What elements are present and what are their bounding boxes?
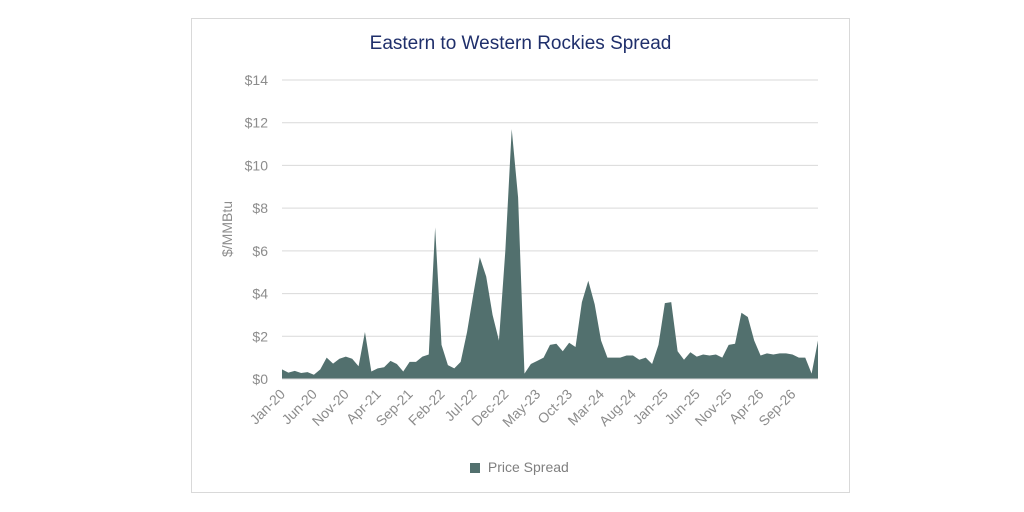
x-tick-label: Nov-20 <box>309 386 352 429</box>
x-tick-label: Nov-25 <box>692 386 735 429</box>
x-tick-label: Aug-24 <box>596 386 639 429</box>
legend: Price Spread <box>470 459 569 475</box>
y-tick-label: $2 <box>252 328 268 344</box>
y-tick-label: $6 <box>252 243 268 259</box>
y-tick-label: $10 <box>245 157 269 173</box>
x-tick-label: Jan-25 <box>629 386 671 428</box>
y-tick-label: $4 <box>252 286 268 302</box>
chart-frame <box>191 18 850 493</box>
y-tick-label: $12 <box>245 115 269 131</box>
legend-swatch <box>470 463 480 474</box>
y-tick-label: $8 <box>252 200 268 216</box>
y-tick-label: $14 <box>245 72 269 88</box>
x-tick-label: Jan-20 <box>247 386 289 428</box>
chart-title: Eastern to Western Rockies Spread <box>369 33 672 54</box>
legend-label: Price Spread <box>487 459 569 475</box>
series-area-price-spread <box>282 129 818 379</box>
y-axis-label: $/MMBtu <box>219 201 235 257</box>
y-tick-label: $0 <box>252 371 268 387</box>
x-tick-label: Sep-26 <box>755 386 798 429</box>
x-tick-label: Feb-22 <box>405 386 448 429</box>
